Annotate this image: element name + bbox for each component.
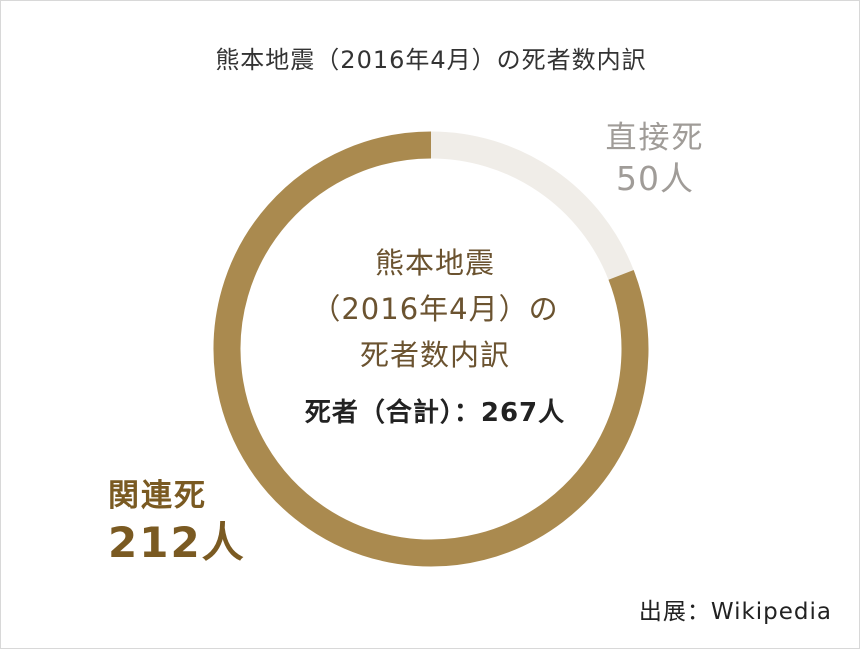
center-line-1: 熊本地震 [374, 246, 495, 280]
donut-slice-related [213, 131, 649, 567]
slice-label-direct-count: 50人 [616, 159, 694, 198]
slice-label-related-name: 関連死 [108, 478, 207, 514]
donut-center-text: 熊本地震 （2016年4月）の 死者数内訳 死者（合計）：267人 [275, 240, 595, 429]
donut-slice-direct [430, 131, 634, 280]
slice-label-related: 関連死 212人 [108, 476, 246, 570]
chart-title: 熊本地震（2016年4月）の死者数内訳 [215, 46, 647, 74]
slice-label-related-count: 212人 [108, 518, 246, 567]
center-line-3: 死者数内訳 [359, 338, 510, 372]
slice-label-direct-name: 直接死 [605, 120, 705, 156]
center-total-label: 死者（合計）：267人 [304, 398, 566, 428]
slice-label-direct: 直接死 50人 [600, 118, 710, 200]
source-credit: 出展：Wikipedia [638, 599, 832, 625]
center-line-2: （2016年4月）の [311, 292, 559, 326]
